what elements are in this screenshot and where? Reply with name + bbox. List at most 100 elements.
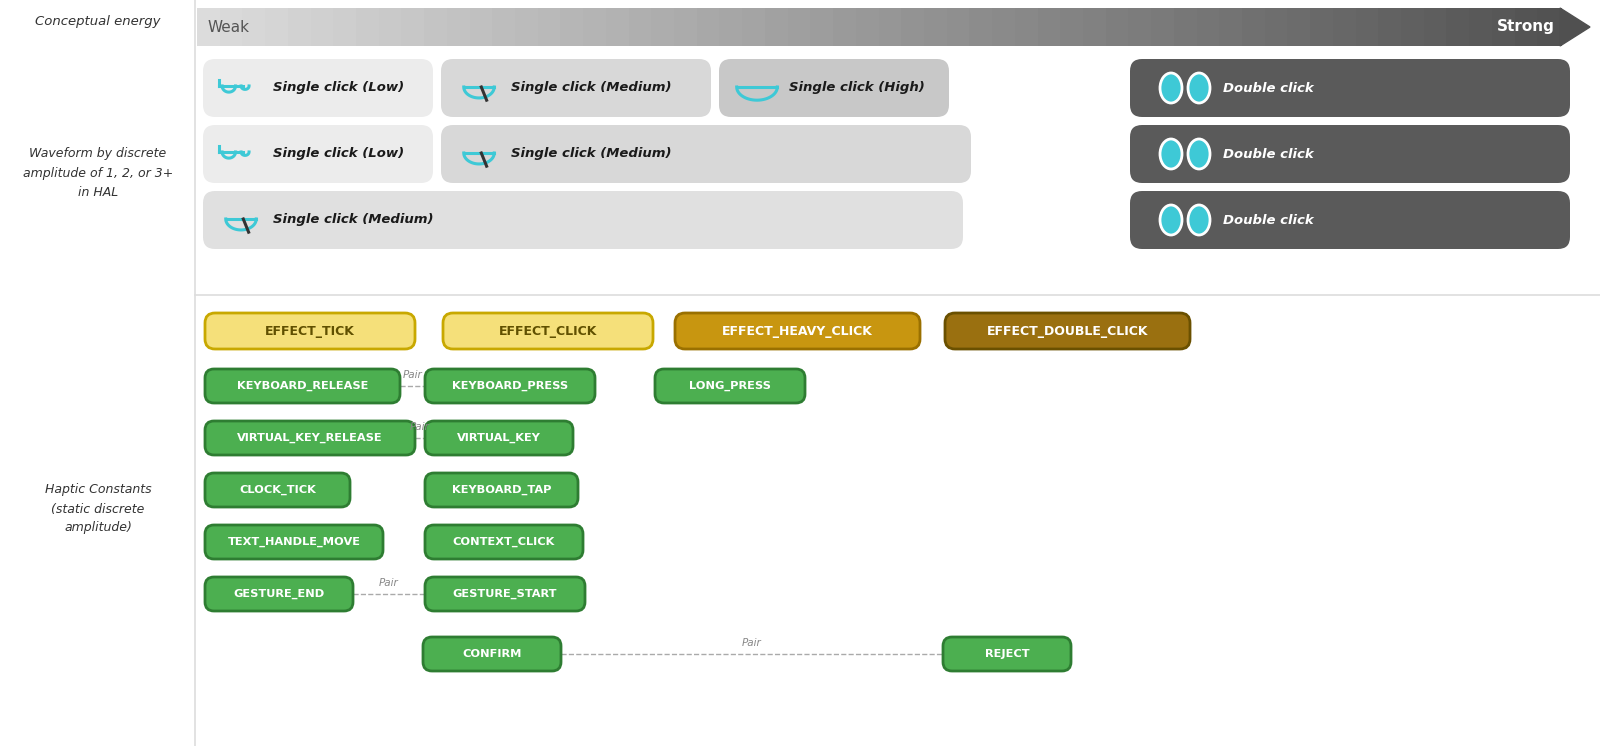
Text: Single click (Low): Single click (Low)	[274, 81, 405, 95]
Polygon shape	[1515, 8, 1539, 46]
Polygon shape	[992, 8, 1018, 46]
Polygon shape	[1538, 8, 1562, 46]
FancyBboxPatch shape	[443, 313, 653, 349]
Text: GESTURE_START: GESTURE_START	[453, 589, 557, 599]
Text: EFFECT_TICK: EFFECT_TICK	[266, 325, 355, 337]
FancyBboxPatch shape	[205, 369, 400, 403]
Polygon shape	[470, 8, 494, 46]
Text: Pair: Pair	[379, 578, 398, 588]
FancyBboxPatch shape	[718, 59, 949, 117]
Text: Double click: Double click	[1222, 148, 1314, 160]
Polygon shape	[629, 8, 653, 46]
Ellipse shape	[1187, 139, 1210, 169]
FancyBboxPatch shape	[442, 125, 971, 183]
Polygon shape	[1061, 8, 1085, 46]
Polygon shape	[1446, 8, 1470, 46]
Polygon shape	[1037, 8, 1062, 46]
FancyBboxPatch shape	[203, 191, 963, 249]
Ellipse shape	[1160, 73, 1182, 103]
Text: Single click (Low): Single click (Low)	[274, 148, 405, 160]
FancyBboxPatch shape	[426, 525, 582, 559]
Polygon shape	[947, 8, 971, 46]
Text: Waveform by discrete
amplitude of 1, 2, or 3+
in HAL: Waveform by discrete amplitude of 1, 2, …	[22, 148, 173, 198]
Polygon shape	[333, 8, 358, 46]
Text: Single click (High): Single click (High)	[789, 81, 925, 95]
Text: Pair: Pair	[403, 370, 422, 380]
Polygon shape	[1197, 8, 1221, 46]
Polygon shape	[696, 8, 722, 46]
Polygon shape	[856, 8, 880, 46]
Text: Single click (Medium): Single click (Medium)	[274, 213, 434, 227]
Ellipse shape	[1187, 73, 1210, 103]
Polygon shape	[493, 8, 517, 46]
Text: EFFECT_HEAVY_CLICK: EFFECT_HEAVY_CLICK	[722, 325, 874, 337]
Polygon shape	[606, 8, 630, 46]
Text: CONFIRM: CONFIRM	[462, 649, 522, 659]
Text: VIRTUAL_KEY: VIRTUAL_KEY	[458, 433, 541, 443]
Polygon shape	[720, 8, 744, 46]
Polygon shape	[538, 8, 563, 46]
Polygon shape	[1355, 8, 1381, 46]
Polygon shape	[1469, 8, 1494, 46]
Text: CLOCK_TICK: CLOCK_TICK	[238, 485, 315, 495]
Text: Haptic Constants
(static discrete
amplitude): Haptic Constants (static discrete amplit…	[45, 483, 152, 534]
Polygon shape	[582, 8, 608, 46]
FancyBboxPatch shape	[1130, 59, 1570, 117]
Polygon shape	[970, 8, 994, 46]
FancyBboxPatch shape	[426, 369, 595, 403]
FancyBboxPatch shape	[205, 525, 382, 559]
FancyBboxPatch shape	[205, 421, 414, 455]
Text: LONG_PRESS: LONG_PRESS	[690, 381, 771, 391]
Polygon shape	[1402, 8, 1426, 46]
FancyBboxPatch shape	[205, 577, 354, 611]
Text: KEYBOARD_RELEASE: KEYBOARD_RELEASE	[237, 381, 368, 391]
FancyBboxPatch shape	[1130, 191, 1570, 249]
FancyBboxPatch shape	[675, 313, 920, 349]
Text: REJECT: REJECT	[984, 649, 1029, 659]
Text: VIRTUAL_KEY_RELEASE: VIRTUAL_KEY_RELEASE	[237, 433, 382, 443]
Polygon shape	[787, 8, 813, 46]
Text: Strong: Strong	[1498, 19, 1555, 34]
Polygon shape	[765, 8, 790, 46]
Polygon shape	[1424, 8, 1448, 46]
Polygon shape	[288, 8, 312, 46]
FancyBboxPatch shape	[422, 637, 562, 671]
Ellipse shape	[1160, 205, 1182, 235]
Text: GESTURE_END: GESTURE_END	[234, 589, 325, 599]
Polygon shape	[446, 8, 472, 46]
Polygon shape	[357, 8, 381, 46]
Polygon shape	[243, 8, 267, 46]
Polygon shape	[266, 8, 290, 46]
Polygon shape	[560, 8, 586, 46]
Text: Pair: Pair	[410, 422, 430, 432]
Text: KEYBOARD_TAP: KEYBOARD_TAP	[451, 485, 552, 495]
Polygon shape	[878, 8, 904, 46]
Polygon shape	[1219, 8, 1243, 46]
Text: KEYBOARD_PRESS: KEYBOARD_PRESS	[451, 381, 568, 391]
FancyBboxPatch shape	[426, 421, 573, 455]
FancyBboxPatch shape	[203, 125, 434, 183]
FancyBboxPatch shape	[942, 637, 1070, 671]
Polygon shape	[1264, 8, 1290, 46]
Polygon shape	[834, 8, 858, 46]
Polygon shape	[1242, 8, 1267, 46]
FancyBboxPatch shape	[654, 369, 805, 403]
Polygon shape	[1378, 8, 1403, 46]
Polygon shape	[810, 8, 835, 46]
Polygon shape	[1150, 8, 1176, 46]
FancyBboxPatch shape	[1130, 125, 1570, 183]
Polygon shape	[901, 8, 926, 46]
Text: Double click: Double click	[1222, 81, 1314, 95]
Text: Pair: Pair	[742, 638, 762, 648]
Polygon shape	[379, 8, 403, 46]
Polygon shape	[674, 8, 699, 46]
Polygon shape	[923, 8, 949, 46]
Polygon shape	[402, 8, 426, 46]
Polygon shape	[197, 8, 222, 46]
FancyBboxPatch shape	[205, 473, 350, 507]
Polygon shape	[651, 8, 677, 46]
FancyBboxPatch shape	[203, 59, 434, 117]
Text: Conceptual energy: Conceptual energy	[35, 16, 160, 28]
Text: TEXT_HANDLE_MOVE: TEXT_HANDLE_MOVE	[227, 537, 360, 547]
Polygon shape	[1128, 8, 1154, 46]
